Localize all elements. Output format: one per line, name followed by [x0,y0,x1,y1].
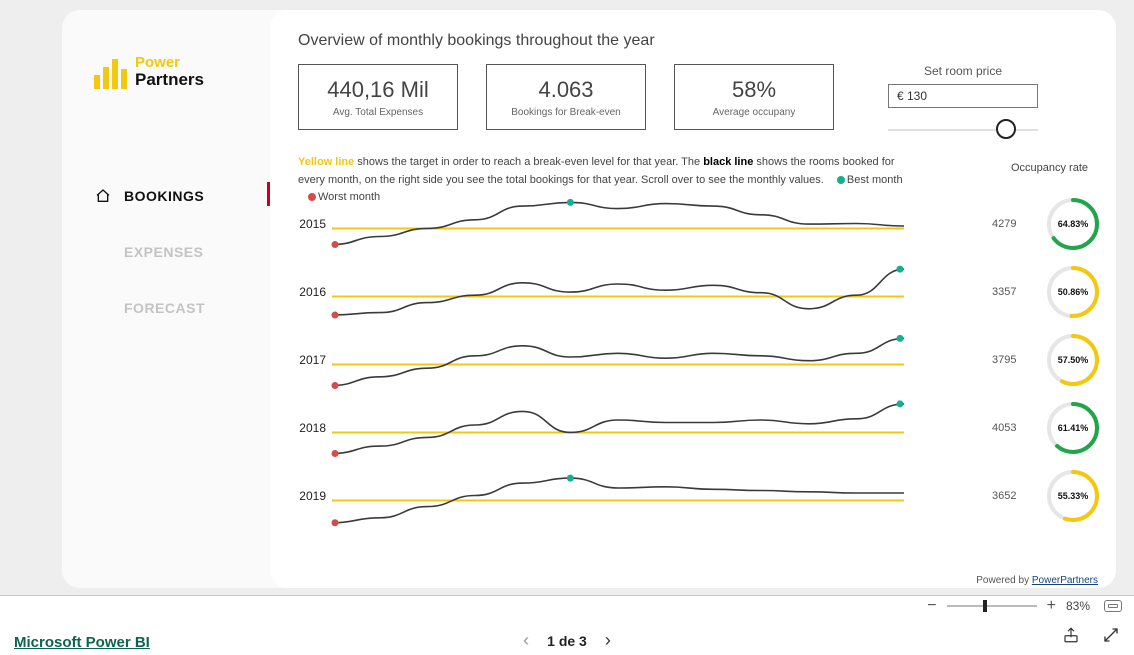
next-page-button[interactable]: › [605,630,611,651]
nav-item-bookings[interactable]: BOOKINGS [84,168,270,224]
room-price-slider-knob[interactable] [996,119,1016,139]
svg-text:55.33%: 55.33% [1058,491,1089,501]
powered-link[interactable]: PowerPartners [1032,575,1098,586]
year-label: 2018 [282,421,326,435]
kpi-card: 58% Average occupany [674,64,834,130]
year-row: 2018 4053 61.41% [282,394,1102,462]
kpi-card: 440,16 Mil Avg. Total Expenses [298,64,458,130]
room-price-control: Set room price € 130 [888,64,1038,140]
kpi-card: 4.063 Bookings for Break-even [486,64,646,130]
page-title: Overview of monthly bookings throughout … [298,32,1088,50]
room-price-input[interactable]: € 130 [888,84,1038,108]
prev-page-button[interactable]: ‹ [523,630,529,651]
fullscreen-icon[interactable] [1102,626,1120,649]
nav-item-label: EXPENSES [124,244,203,260]
occupancy-gauge: 61.41% [1044,399,1102,457]
sidebar: Power Partners BOOKINGS EXPENSES FORECAST [62,10,270,588]
occupancy-gauge: 50.86% [1044,263,1102,321]
zoom-control: − + 83% [927,594,1122,618]
share-icon[interactable] [1062,626,1080,649]
nav-item-forecast[interactable]: FORECAST [84,280,270,336]
pager: ‹ 1 de 3 › [523,630,611,651]
year-chart[interactable] [332,462,986,530]
kpi-value: 4.063 [538,77,593,103]
kpi-label: Bookings for Break-even [511,107,621,118]
year-row: 2019 3652 55.33% [282,462,1102,530]
bookings-icon [94,188,112,204]
kpi-label: Average occupany [713,107,796,118]
nav: BOOKINGS EXPENSES FORECAST [84,168,270,336]
year-row: 2016 3357 50.86% [282,258,1102,326]
year-total: 3357 [992,286,1032,298]
main-card: Overview of monthly bookings throughout … [270,10,1116,588]
year-chart[interactable] [332,326,986,394]
kpi-value: 440,16 Mil [327,77,429,103]
room-price-title: Set room price [888,64,1038,78]
year-total: 4053 [992,422,1032,434]
svg-text:50.86%: 50.86% [1058,287,1089,297]
occupancy-gauge: 55.33% [1044,467,1102,525]
year-row: 2015 4279 64.83% [282,190,1102,258]
year-strips: 2015 4279 64.83% 2016 3357 50.86% 2017 3795 57.5… [282,190,1102,530]
logo-bars-icon [94,55,127,89]
occupancy-gauge: 57.50% [1044,331,1102,389]
brand-line1: Power [135,55,204,71]
zoom-slider[interactable] [947,605,1037,607]
kpi-label: Avg. Total Expenses [333,107,423,118]
year-chart[interactable] [332,394,986,462]
svg-text:57.50%: 57.50% [1058,355,1089,365]
toolbar: − + 83% Microsoft Power BI ‹ 1 de 3 › [0,595,1134,655]
logo: Power Partners [94,55,204,89]
year-total: 4279 [992,218,1032,230]
year-label: 2016 [282,285,326,299]
zoom-slider-handle[interactable] [983,600,987,612]
room-price-slider[interactable] [888,118,1038,140]
zoom-in-button[interactable]: + [1047,597,1056,615]
zoom-out-button[interactable]: − [927,597,936,615]
year-row: 2017 3795 57.50% [282,326,1102,394]
powerbi-link[interactable]: Microsoft Power BI [14,634,150,651]
nav-item-label: BOOKINGS [124,188,204,204]
year-chart[interactable] [332,190,986,258]
zoom-percent: 83% [1066,599,1090,613]
page-indicator: 1 de 3 [547,633,587,649]
brand-line2: Partners [135,71,204,89]
occupancy-header: Occupancy rate [1011,162,1088,174]
year-chart[interactable] [332,258,986,326]
year-total: 3652 [992,490,1032,502]
year-label: 2015 [282,217,326,231]
year-total: 3795 [992,354,1032,366]
dashboard: Power Partners BOOKINGSEXPENSESFORECAST … [62,10,1116,588]
nav-item-expenses[interactable]: EXPENSES [84,224,270,280]
kpi-value: 58% [732,77,776,103]
svg-text:61.41%: 61.41% [1058,423,1089,433]
fit-to-page-icon[interactable] [1104,600,1122,612]
kpi-row: 440,16 Mil Avg. Total Expenses 4.063 Bookin… [298,64,1088,140]
nav-item-label: FORECAST [124,300,205,316]
year-label: 2019 [282,489,326,503]
powered-by: Powered by PowerPartners [976,575,1098,586]
legend-best-dot-icon [837,176,845,184]
svg-text:64.83%: 64.83% [1058,219,1089,229]
year-label: 2017 [282,353,326,367]
occupancy-gauge: 64.83% [1044,195,1102,253]
